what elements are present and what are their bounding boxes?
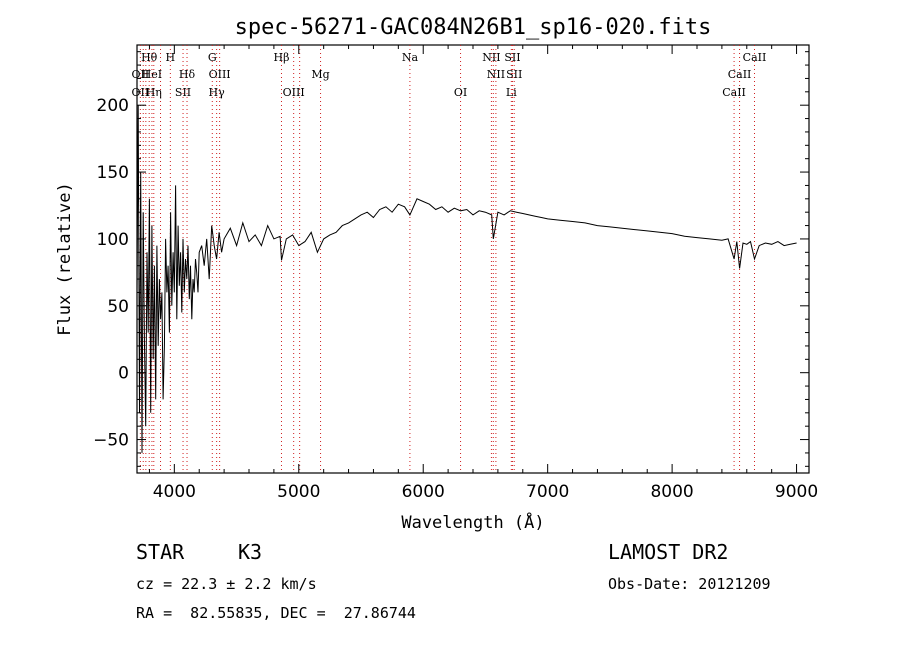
x-tick-label: 8000 [650,482,693,502]
y-tick-label: 50 [107,297,129,317]
x-tick-label: 6000 [402,482,445,502]
y-tick-label: 200 [97,96,129,116]
line-label: OII [132,68,150,81]
line-label: CaII [722,86,746,99]
plot-frame [136,44,810,474]
y-tick-label: 100 [97,230,129,250]
line-label: OIII [283,86,305,99]
x-tick-label: 7000 [526,482,569,502]
line-label: Hθ [141,51,158,64]
line-label: Hη [146,86,162,99]
line-labels: HθOIIHeIOIIHηHHδSIIGOIIIHγHβOIIIMgNaOINI… [132,51,767,99]
line-label: NII [482,51,500,64]
axis-ticks: 4000 5000 6000 7000 8000 9000 −50 0 50 100 150 200 [93,45,818,502]
y-tick-label: 150 [97,163,129,183]
coordinates: RA = 82.55835, DEC = 27.86744 [136,604,416,622]
line-label: CaII [743,51,767,64]
y-axis-label: Flux (relative) [55,182,75,336]
line-label: OI [454,86,467,99]
line-label: SII [175,86,191,99]
spectrum-line [136,105,797,453]
line-label: OIII [209,68,231,81]
line-label: HeI [142,68,162,81]
y-tick-label: −50 [93,431,129,451]
object-type: STAR [136,540,185,564]
line-markers [139,45,755,473]
line-label: OII [132,86,150,99]
line-label: G [208,51,217,64]
line-label: Hβ [274,51,290,64]
x-tick-label: 9000 [775,482,818,502]
chart-title: spec-56271-GAC084N26B1_sp16-020.fits [235,15,712,40]
line-label: Hγ [209,86,226,99]
line-label: H [166,51,176,64]
x-tick-label: 5000 [277,482,320,502]
line-label: CaII [728,68,752,81]
line-label: Na [402,51,419,64]
y-tick-label: 0 [118,364,129,384]
line-label: Hδ [179,68,196,81]
line-label: Mg [311,68,329,81]
subclass: K3 [238,540,263,564]
x-axis-label: Wavelength (Å) [401,511,544,533]
line-label: SII [504,51,520,64]
survey-name: LAMOST DR2 [608,540,729,564]
line-label: NII [487,68,505,81]
obs-date: Obs-Date: 20121209 [608,575,771,593]
redshift-cz: cz = 22.3 ± 2.2 km/s [136,575,317,593]
line-label: SII [506,68,522,81]
x-tick-label: 4000 [153,482,196,502]
line-label: Li [506,86,517,99]
